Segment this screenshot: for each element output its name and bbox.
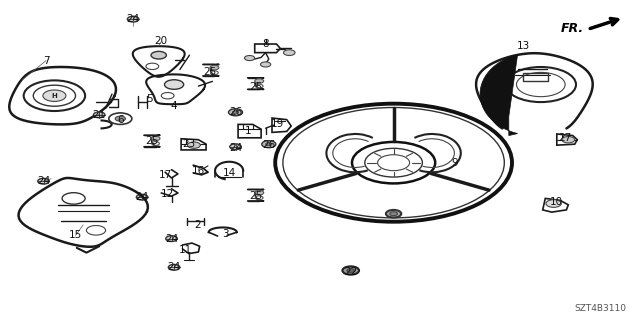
Text: 19: 19 bbox=[271, 119, 284, 130]
Circle shape bbox=[188, 142, 200, 148]
Circle shape bbox=[255, 79, 264, 83]
Text: 14: 14 bbox=[223, 168, 236, 178]
Circle shape bbox=[266, 143, 272, 146]
Text: 24: 24 bbox=[168, 262, 180, 272]
Text: 25: 25 bbox=[250, 82, 262, 92]
Text: 6: 6 bbox=[117, 115, 124, 125]
Text: 7: 7 bbox=[43, 56, 49, 66]
Text: 26: 26 bbox=[262, 140, 275, 150]
Text: 12: 12 bbox=[161, 189, 174, 199]
Text: H: H bbox=[52, 93, 57, 99]
Circle shape bbox=[168, 264, 180, 270]
Circle shape bbox=[386, 210, 401, 218]
Circle shape bbox=[260, 62, 271, 67]
Circle shape bbox=[210, 65, 219, 70]
Circle shape bbox=[166, 236, 177, 241]
Circle shape bbox=[93, 112, 105, 118]
Circle shape bbox=[284, 50, 295, 56]
Circle shape bbox=[232, 111, 239, 114]
Circle shape bbox=[151, 136, 160, 141]
Circle shape bbox=[546, 200, 561, 207]
Text: 27: 27 bbox=[558, 133, 571, 143]
Circle shape bbox=[342, 266, 359, 275]
Text: 24: 24 bbox=[37, 176, 50, 186]
Text: 11: 11 bbox=[179, 245, 192, 256]
Circle shape bbox=[43, 90, 66, 101]
Polygon shape bbox=[480, 55, 518, 136]
Text: 24: 24 bbox=[229, 143, 242, 153]
Circle shape bbox=[164, 80, 184, 89]
Circle shape bbox=[38, 178, 49, 184]
Circle shape bbox=[390, 212, 397, 216]
Circle shape bbox=[255, 190, 264, 195]
Circle shape bbox=[228, 109, 243, 116]
Text: 9: 9 bbox=[451, 158, 458, 168]
Circle shape bbox=[347, 269, 355, 272]
Text: 4: 4 bbox=[171, 101, 177, 111]
Text: 24: 24 bbox=[136, 192, 148, 202]
Text: FR.: FR. bbox=[561, 22, 584, 35]
Text: 22: 22 bbox=[344, 267, 357, 277]
Text: 2: 2 bbox=[194, 220, 200, 230]
Text: 1: 1 bbox=[245, 126, 252, 137]
Text: 20: 20 bbox=[155, 36, 168, 47]
Text: 24: 24 bbox=[165, 234, 178, 244]
Text: 8: 8 bbox=[262, 39, 269, 49]
Circle shape bbox=[115, 116, 125, 121]
Bar bbox=[523, 73, 548, 81]
Text: 5: 5 bbox=[146, 94, 152, 104]
Circle shape bbox=[127, 16, 139, 22]
Text: 17: 17 bbox=[159, 170, 172, 180]
Text: 24: 24 bbox=[127, 14, 140, 24]
Text: 23: 23 bbox=[182, 139, 195, 149]
Text: 10: 10 bbox=[550, 197, 563, 207]
Text: 15: 15 bbox=[69, 230, 82, 241]
Circle shape bbox=[136, 194, 148, 200]
Text: 25: 25 bbox=[250, 191, 262, 201]
Text: 13: 13 bbox=[517, 41, 530, 51]
Text: 21: 21 bbox=[93, 110, 106, 121]
Text: 3: 3 bbox=[222, 228, 228, 239]
Circle shape bbox=[262, 141, 276, 148]
Circle shape bbox=[562, 137, 575, 143]
Text: 16: 16 bbox=[192, 166, 205, 176]
Circle shape bbox=[230, 144, 241, 150]
Circle shape bbox=[151, 51, 166, 59]
Text: 25: 25 bbox=[146, 136, 159, 146]
Text: 25: 25 bbox=[204, 67, 216, 77]
Text: 26: 26 bbox=[229, 107, 242, 117]
Text: SZT4B3110: SZT4B3110 bbox=[574, 304, 626, 313]
Circle shape bbox=[244, 56, 255, 61]
